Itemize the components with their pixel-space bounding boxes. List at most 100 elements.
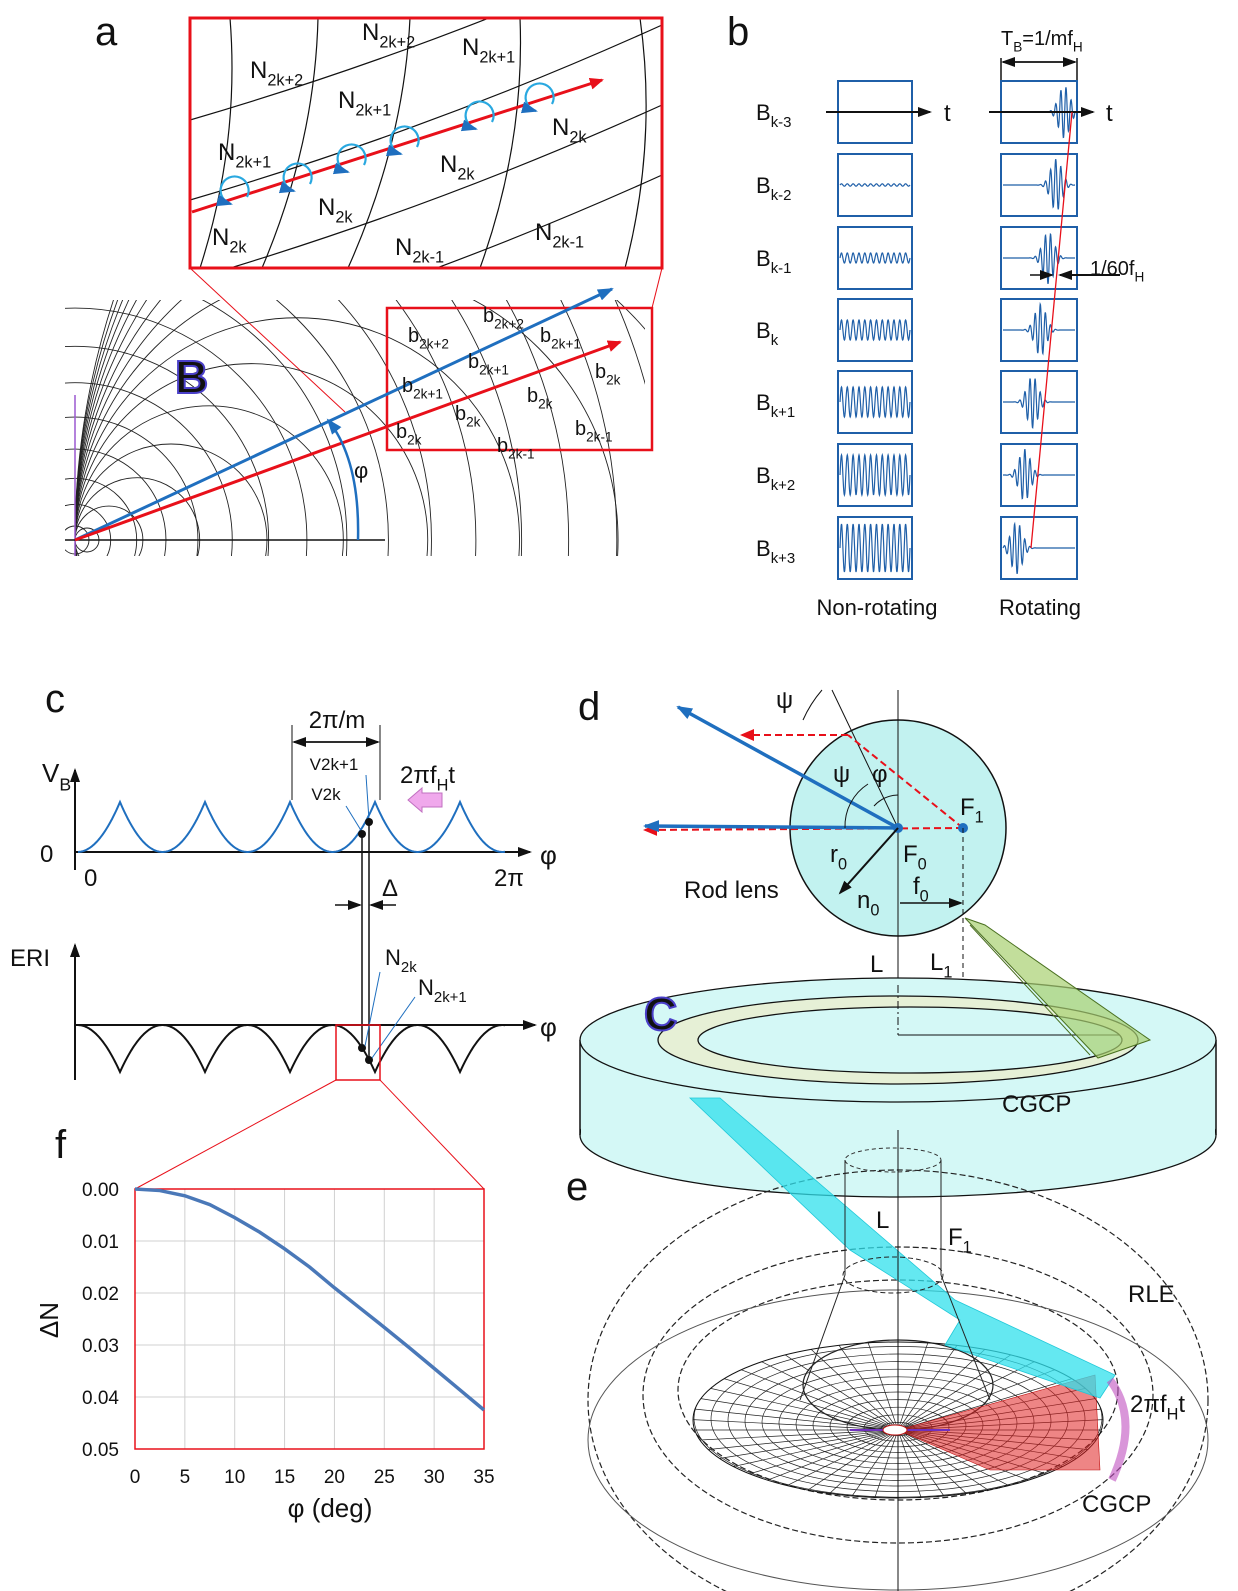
label: CGCP	[1082, 1491, 1151, 1518]
x-tick-label: 35	[473, 1467, 494, 1488]
subscript: 2k+2	[419, 336, 449, 351]
label: b2k	[595, 361, 621, 387]
label: Bk+3	[756, 536, 795, 567]
label: N2k	[212, 224, 247, 257]
label-part: N	[362, 19, 379, 46]
label: b2k+2	[408, 325, 449, 351]
subscript: 2k	[229, 239, 247, 257]
zoom-box	[336, 1025, 380, 1080]
grid-arc	[0, 0, 717, 1182]
label: N2k	[318, 194, 353, 227]
label: L1	[930, 949, 952, 982]
label-part: N	[318, 194, 335, 221]
label-part: 1/60f	[1090, 258, 1135, 280]
line	[800, 1275, 845, 1400]
label-part: F	[960, 794, 975, 821]
label: N2k+2	[362, 19, 415, 52]
subscript: 0	[918, 856, 927, 874]
label-part: 2πf	[1130, 1391, 1167, 1418]
subscript: k-1	[771, 260, 792, 277]
label-part: t	[1178, 1391, 1185, 1418]
label: Bk-1	[756, 246, 791, 277]
subscript: 0	[920, 888, 929, 906]
label: VB	[42, 758, 71, 794]
label: Bk-2	[756, 173, 791, 204]
shape	[348, 18, 410, 268]
subscript: 2k-1	[552, 234, 584, 252]
label-part: b	[497, 435, 508, 457]
subscript: B	[59, 774, 71, 794]
label: N2k-1	[535, 219, 584, 252]
label: b2k+1	[540, 325, 581, 351]
center-spot	[883, 1425, 907, 1435]
x-tick-label: 5	[180, 1467, 191, 1488]
label: Bk+2	[756, 463, 795, 494]
label: φ	[354, 458, 368, 483]
subscript: 0	[870, 902, 879, 920]
label: N2k+1	[218, 139, 271, 172]
label: d	[578, 685, 600, 729]
label: φ	[540, 840, 557, 870]
x-tick-label: 15	[274, 1467, 295, 1488]
label: 0	[84, 865, 97, 892]
label: φ	[872, 761, 888, 788]
label: Rotating	[999, 595, 1081, 620]
subscript: 2k+2	[379, 34, 415, 52]
subscript: 2k	[606, 372, 621, 387]
label: a	[95, 10, 118, 54]
label: b2k+1	[468, 351, 509, 377]
subscript: H	[1134, 269, 1144, 284]
label-part: N	[535, 219, 552, 246]
label-part: N	[385, 945, 401, 970]
line	[366, 775, 369, 820]
subscript: k+3	[771, 550, 796, 567]
line	[346, 806, 362, 832]
label-part: b	[408, 325, 419, 347]
label: b	[727, 10, 749, 54]
line	[673, 1380, 898, 1430]
y-tick-label: 0.01	[82, 1232, 119, 1253]
subscript: 2k+1	[479, 362, 509, 377]
subscript: B	[1013, 39, 1022, 54]
label: φ	[540, 1012, 557, 1042]
label-part: N	[212, 224, 229, 251]
subscript: 2k	[569, 129, 587, 147]
label-part: N	[440, 151, 457, 178]
label: N2k+2	[250, 57, 303, 90]
label: CGCP	[1002, 1091, 1071, 1118]
subscript: k+1	[771, 404, 796, 421]
label: c	[45, 677, 65, 721]
label: t	[944, 100, 951, 127]
label-part: N	[250, 57, 267, 84]
label-part: b	[455, 403, 466, 425]
shape	[803, 690, 822, 720]
label: ψ	[833, 761, 850, 788]
label-part: b	[575, 418, 586, 440]
subscript: 2k+2	[494, 316, 524, 331]
grid-arc	[0, 0, 666, 1131]
label-part: b	[540, 325, 551, 347]
label-part: n	[857, 887, 870, 914]
subscript: 2k-1	[412, 249, 444, 267]
point	[358, 830, 366, 838]
subscript: 2k	[538, 396, 553, 411]
y-tick-label: 0.05	[82, 1440, 119, 1461]
label: Rod lens	[684, 877, 779, 904]
subscript: 2k+1	[551, 336, 581, 351]
label: TB=1/mfH	[1001, 28, 1083, 54]
label: Non-rotating	[816, 595, 937, 620]
subscript: 2k+1	[355, 102, 391, 120]
label: Bk-3	[756, 100, 791, 131]
shape	[190, 25, 662, 200]
subscript: 1	[963, 1239, 972, 1257]
grid-arc	[0, 0, 617, 1082]
point	[365, 818, 373, 826]
polar-grid	[0, 0, 1238, 1449]
label-part: b	[527, 385, 538, 407]
label-part: B	[756, 173, 771, 198]
label-part: b	[402, 375, 413, 397]
label-part: b	[468, 351, 479, 373]
subscript: 2k-1	[508, 446, 534, 461]
label: N2k	[385, 945, 417, 976]
line	[135, 1080, 336, 1189]
